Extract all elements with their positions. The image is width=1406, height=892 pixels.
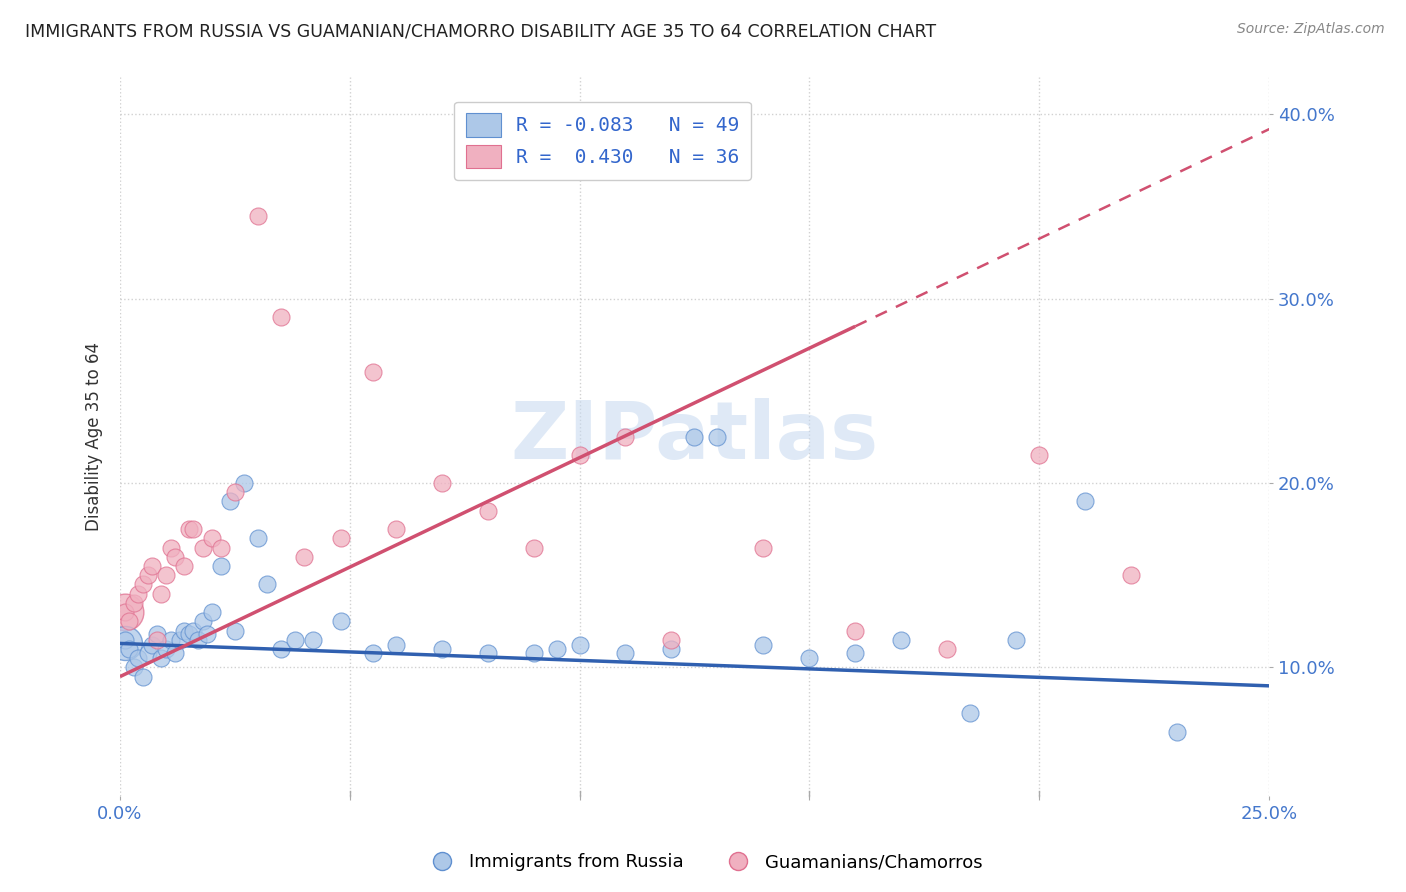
Point <box>224 485 246 500</box>
Point <box>546 642 568 657</box>
Point <box>614 430 637 444</box>
Point <box>614 646 637 660</box>
Point <box>114 605 136 619</box>
Point <box>246 532 269 546</box>
Point <box>890 632 912 647</box>
Point <box>844 624 866 638</box>
Text: IMMIGRANTS FROM RUSSIA VS GUAMANIAN/CHAMORRO DISABILITY AGE 35 TO 64 CORRELATION: IMMIGRANTS FROM RUSSIA VS GUAMANIAN/CHAM… <box>25 22 936 40</box>
Point <box>384 522 406 536</box>
Point <box>292 549 315 564</box>
Point <box>177 522 200 536</box>
Point <box>132 577 155 591</box>
Point <box>209 541 232 555</box>
Point <box>159 632 181 647</box>
Point <box>195 627 218 641</box>
Point <box>118 615 141 629</box>
Point <box>568 638 591 652</box>
Point <box>165 549 187 564</box>
Point <box>136 646 159 660</box>
Point <box>145 627 167 641</box>
Point <box>191 541 214 555</box>
Point <box>361 646 384 660</box>
Point <box>361 366 384 380</box>
Point <box>155 642 177 657</box>
Point <box>270 310 292 325</box>
Point <box>522 646 544 660</box>
Point <box>706 430 728 444</box>
Point <box>1028 449 1050 463</box>
Point <box>270 642 292 657</box>
Point <box>302 632 325 647</box>
Point <box>141 559 163 574</box>
Point <box>201 605 224 619</box>
Point <box>114 636 136 650</box>
Point <box>173 624 195 638</box>
Point <box>132 670 155 684</box>
Point <box>136 568 159 582</box>
Point <box>522 541 544 555</box>
Point <box>329 615 352 629</box>
Point <box>150 651 173 665</box>
Point <box>127 651 149 665</box>
Point <box>844 646 866 660</box>
Point <box>224 624 246 638</box>
Point <box>183 624 205 638</box>
Point <box>201 532 224 546</box>
Text: Source: ZipAtlas.com: Source: ZipAtlas.com <box>1237 22 1385 37</box>
Point <box>177 627 200 641</box>
Point <box>936 642 959 657</box>
Point <box>233 476 256 491</box>
Point <box>1074 494 1097 508</box>
Y-axis label: Disability Age 35 to 64: Disability Age 35 to 64 <box>86 343 103 532</box>
Point <box>209 559 232 574</box>
Point <box>477 646 499 660</box>
Point <box>114 632 136 647</box>
Point <box>187 632 209 647</box>
Point <box>661 632 683 647</box>
Point <box>1119 568 1142 582</box>
Point <box>568 449 591 463</box>
Point <box>430 476 453 491</box>
Point <box>118 642 141 657</box>
Point <box>219 494 242 508</box>
Point <box>661 642 683 657</box>
Point <box>246 209 269 223</box>
Legend: R = -0.083   N = 49, R =  0.430   N = 36: R = -0.083 N = 49, R = 0.430 N = 36 <box>454 102 751 180</box>
Point <box>799 651 821 665</box>
Point <box>1166 725 1188 739</box>
Point <box>114 605 136 619</box>
Point <box>752 541 775 555</box>
Point <box>752 638 775 652</box>
Point <box>122 596 145 610</box>
Point <box>173 559 195 574</box>
Point <box>122 660 145 674</box>
Point <box>150 587 173 601</box>
Point <box>329 532 352 546</box>
Point <box>127 587 149 601</box>
Point <box>155 568 177 582</box>
Point <box>384 638 406 652</box>
Point <box>159 541 181 555</box>
Point <box>959 706 981 721</box>
Point <box>284 632 307 647</box>
Point <box>165 646 187 660</box>
Legend: Immigrants from Russia, Guamanians/Chamorros: Immigrants from Russia, Guamanians/Chamo… <box>416 847 990 879</box>
Point <box>256 577 278 591</box>
Point <box>169 632 191 647</box>
Point <box>1005 632 1028 647</box>
Point <box>430 642 453 657</box>
Point <box>183 522 205 536</box>
Point <box>477 504 499 518</box>
Point <box>141 638 163 652</box>
Point <box>145 632 167 647</box>
Point <box>191 615 214 629</box>
Point <box>683 430 706 444</box>
Text: ZIPatlas: ZIPatlas <box>510 398 879 476</box>
